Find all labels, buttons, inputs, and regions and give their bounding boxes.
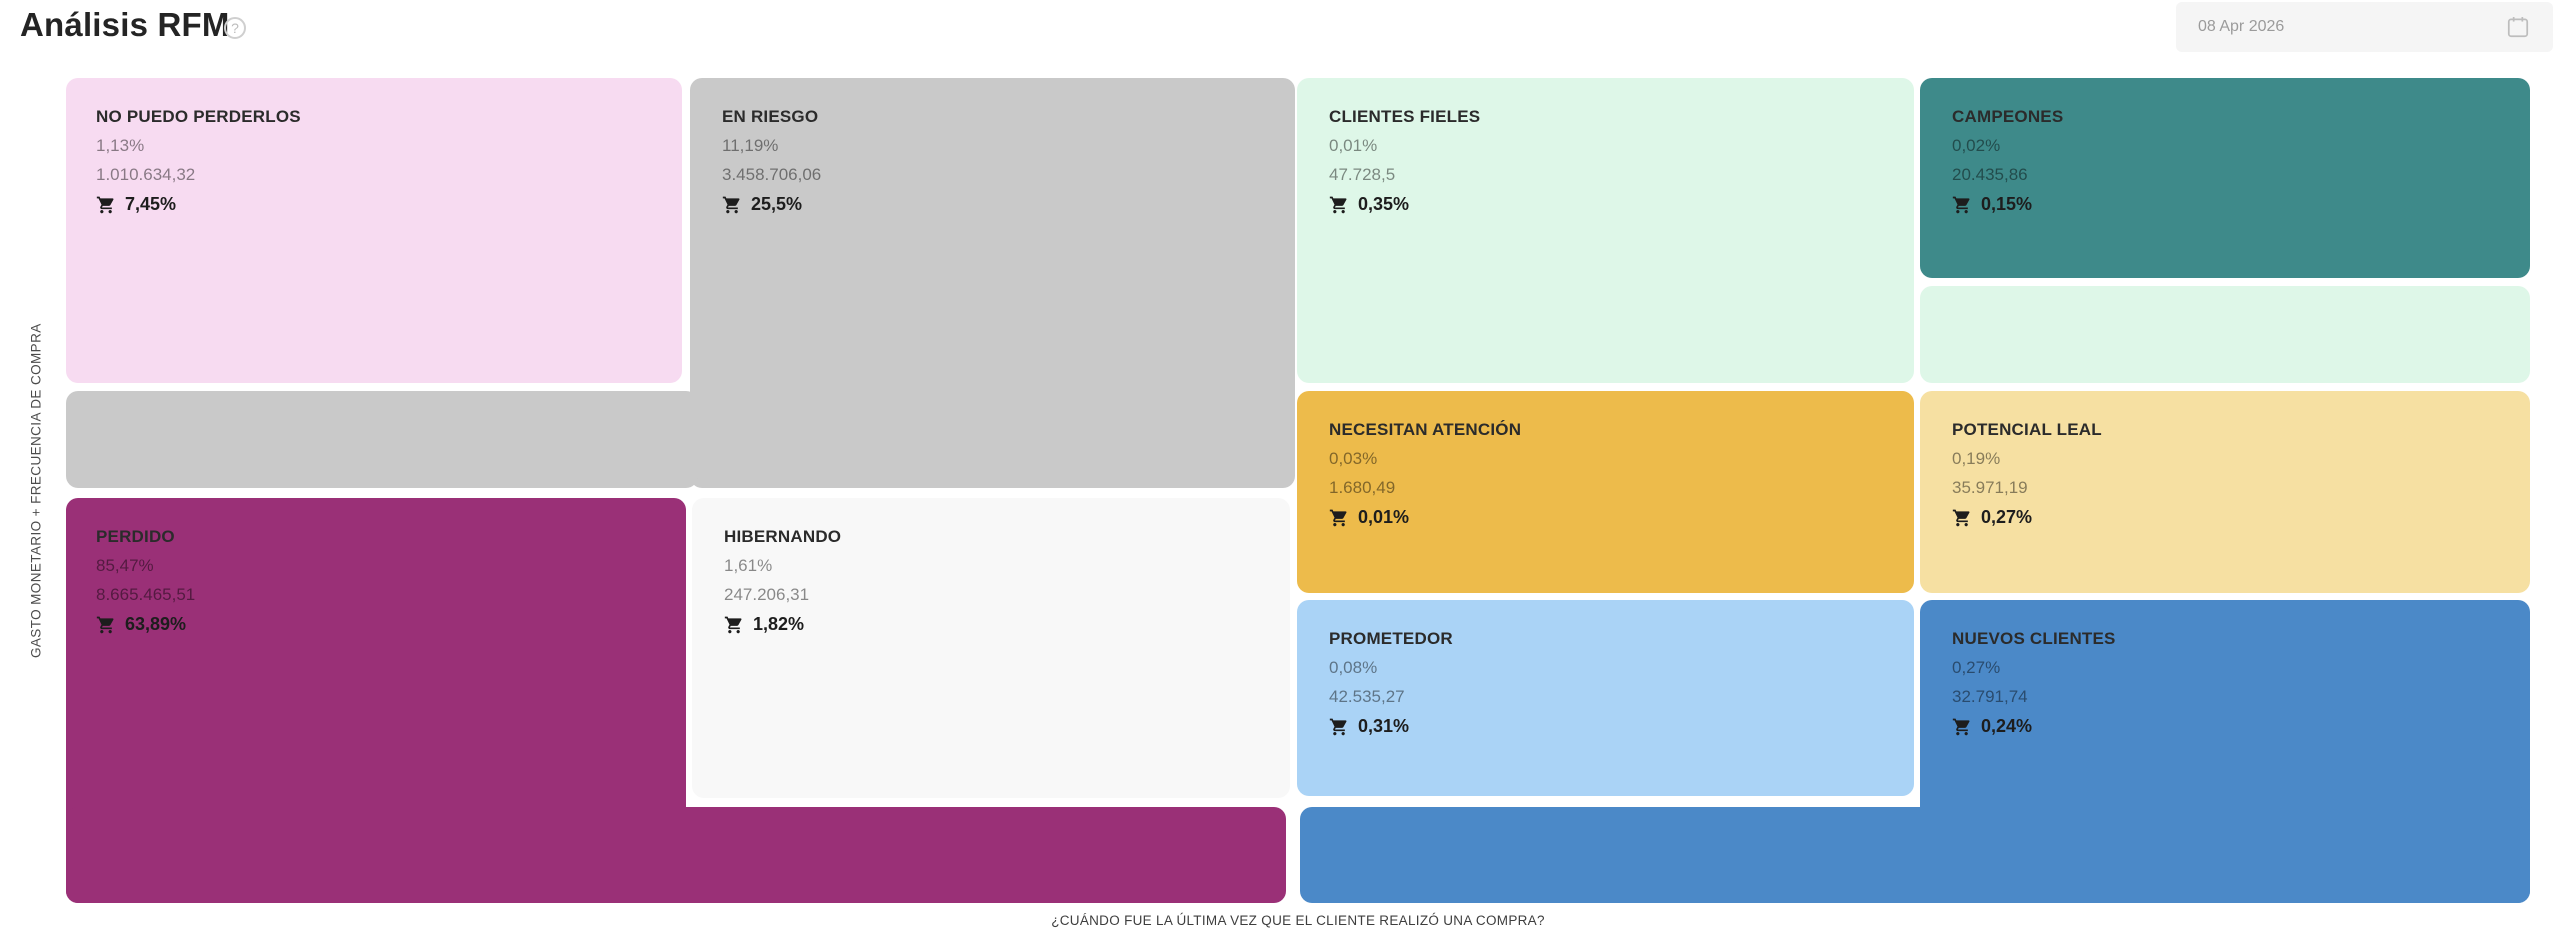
x-axis-label: ¿CUÁNDO FUE LA ÚLTIMA VEZ QUE EL CLIENTE… bbox=[1051, 913, 1545, 928]
segment-perdido-info: PERDIDO 85,47% 8.665.465,51 63,89% bbox=[96, 522, 195, 639]
segment-monetary-value: 1.010.634,32 bbox=[96, 165, 196, 184]
segment-customers-pct: 1,13% bbox=[96, 136, 145, 155]
segment-label: NECESITAN ATENCIÓN bbox=[1329, 420, 1522, 439]
cart-icon bbox=[1952, 718, 1970, 735]
segment-nuevos-clientes-info: NUEVOS CLIENTES 0,27% 32.791,74 0,24% bbox=[1952, 624, 2116, 741]
page-title: Análisis RFM bbox=[20, 6, 230, 43]
segment-customers-pct: 0,01% bbox=[1329, 136, 1378, 155]
cart-icon bbox=[96, 616, 114, 633]
segment-en-riesgo[interactable] bbox=[690, 78, 1295, 488]
cart-icon bbox=[1952, 196, 1970, 213]
segment-potencial-leal[interactable] bbox=[1920, 391, 2530, 593]
help-icon[interactable]: ? bbox=[224, 17, 246, 39]
segment-customers-pct: 0,03% bbox=[1329, 449, 1378, 468]
segment-hibernando-info: HIBERNANDO 1,61% 247.206,31 1,82% bbox=[724, 522, 841, 639]
segment-label: PROMETEDOR bbox=[1329, 629, 1453, 648]
segment-no-puedo-perderlos[interactable] bbox=[66, 78, 682, 383]
segment-necesitan-atencion[interactable] bbox=[1297, 391, 1914, 593]
segment-monetary-value: 1.680,49 bbox=[1329, 478, 1396, 497]
segment-monetary-value: 8.665.465,51 bbox=[96, 585, 196, 604]
segment-customers-pct: 0,19% bbox=[1952, 449, 2001, 468]
segment-orders-pct: 0,24% bbox=[1981, 716, 2033, 736]
segment-label: NUEVOS CLIENTES bbox=[1952, 629, 2116, 648]
segment-monetary-value: 32.791,74 bbox=[1952, 687, 2028, 706]
segment-orders-pct: 0,01% bbox=[1358, 507, 1410, 527]
segment-clientes-fieles-strip[interactable] bbox=[1920, 286, 2530, 383]
segment-customers-pct: 0,02% bbox=[1952, 136, 2001, 155]
segment-orders-pct: 25,5% bbox=[751, 194, 803, 214]
segment-prometedor-info: PROMETEDOR 0,08% 42.535,27 0,31% bbox=[1329, 624, 1453, 741]
segment-monetary-value: 47.728,5 bbox=[1329, 165, 1396, 184]
calendar-icon bbox=[2507, 17, 2529, 38]
segment-no-puedo-perderlos-info: NO PUEDO PERDERLOS 1,13% 1.010.634,32 7,… bbox=[96, 102, 301, 219]
segment-hibernando[interactable] bbox=[692, 498, 1290, 798]
segment-clientes-fieles-info: CLIENTES FIELES 0,01% 47.728,5 0,35% bbox=[1329, 102, 1480, 219]
segment-monetary-value: 42.535,27 bbox=[1329, 687, 1405, 706]
segment-perdido-strip[interactable] bbox=[66, 807, 1286, 903]
segment-customers-pct: 1,61% bbox=[724, 556, 773, 575]
segment-clientes-fieles[interactable] bbox=[1297, 78, 1914, 383]
segment-customers-pct: 85,47% bbox=[96, 556, 154, 575]
segment-label: EN RIESGO bbox=[722, 107, 819, 126]
segment-prometedor[interactable] bbox=[1297, 600, 1914, 796]
segment-monetary-value: 3.458.706,06 bbox=[722, 165, 822, 184]
segment-label: CLIENTES FIELES bbox=[1329, 107, 1481, 126]
cart-icon bbox=[722, 196, 740, 213]
segment-orders-pct: 0,15% bbox=[1981, 194, 2033, 214]
segment-customers-pct: 0,27% bbox=[1952, 658, 2001, 677]
segment-en-riesgo-info: EN RIESGO 11,19% 3.458.706,06 25,5% bbox=[722, 102, 821, 219]
segment-orders-pct: 1,82% bbox=[753, 614, 805, 634]
segment-monetary-value: 20.435,86 bbox=[1952, 165, 2028, 184]
segment-orders-pct: 0,35% bbox=[1358, 194, 1410, 214]
cart-icon bbox=[1329, 718, 1347, 735]
date-picker[interactable]: 08 Apr 2026 bbox=[2176, 2, 2553, 52]
cart-icon bbox=[1329, 509, 1347, 526]
segment-label: CAMPEONES bbox=[1952, 107, 2064, 126]
segment-orders-pct: 7,45% bbox=[125, 194, 177, 214]
segment-label: HIBERNANDO bbox=[724, 527, 842, 546]
segment-orders-pct: 63,89% bbox=[125, 614, 187, 634]
segment-orders-pct: 0,31% bbox=[1358, 716, 1410, 736]
segment-necesitan-atencion-info: NECESITAN ATENCIÓN 0,03% 1.680,49 0,01% bbox=[1329, 415, 1521, 532]
date-picker-value: 08 Apr 2026 bbox=[2198, 18, 2285, 35]
segment-potencial-leal-info: POTENCIAL LEAL 0,19% 35.971,19 0,27% bbox=[1952, 415, 2102, 532]
segment-label: POTENCIAL LEAL bbox=[1952, 420, 2102, 439]
y-axis-label: GASTO MONETARIO + FRECUENCIA DE COMPRA bbox=[28, 323, 44, 658]
segment-orders-pct: 0,27% bbox=[1981, 507, 2033, 527]
segment-en-riesgo-strip[interactable] bbox=[66, 391, 698, 488]
segment-customers-pct: 0,08% bbox=[1329, 658, 1378, 677]
cart-icon bbox=[96, 196, 114, 213]
cart-icon bbox=[1329, 196, 1347, 213]
cart-icon bbox=[724, 616, 742, 633]
segment-label: NO PUEDO PERDERLOS bbox=[96, 107, 301, 126]
segment-monetary-value: 35.971,19 bbox=[1952, 478, 2028, 497]
segment-nuevos-clientes-strip[interactable] bbox=[1300, 807, 2530, 903]
segment-label: PERDIDO bbox=[96, 527, 175, 546]
segment-campeones[interactable] bbox=[1920, 78, 2530, 278]
segment-monetary-value: 247.206,31 bbox=[724, 585, 810, 604]
segment-campeones-info: CAMPEONES 0,02% 20.435,86 0,15% bbox=[1952, 102, 2063, 219]
segment-customers-pct: 11,19% bbox=[722, 136, 779, 155]
cart-icon bbox=[1952, 509, 1970, 526]
